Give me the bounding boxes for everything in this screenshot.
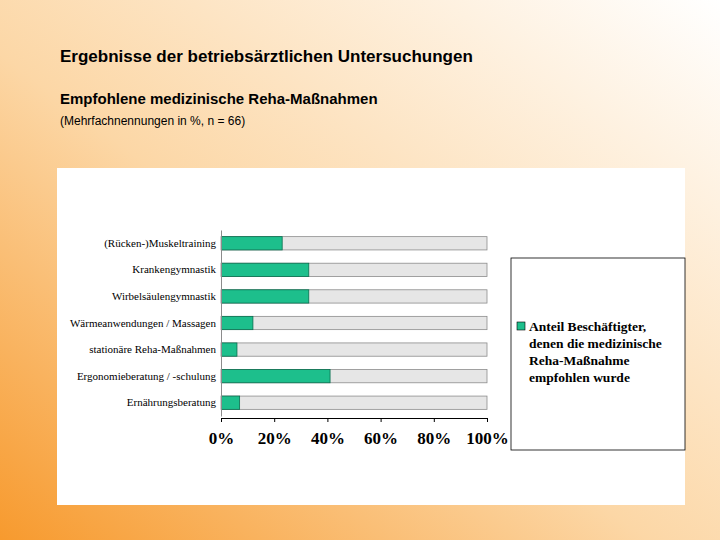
category-label: Wärmeanwendungen / Massagen [70,317,217,329]
row-track [221,316,487,329]
y-tick: (Rücken-)Muskeltraining [104,237,221,250]
title: Ergebnisse der betriebsärztlichen Unters… [60,47,473,66]
x-axis: 0% 20% 40% 60% 80% 100% [209,418,509,448]
bar [221,263,309,276]
x-tick: 20% [258,418,292,448]
x-tick-mark [381,418,382,422]
category-label: (Rücken-)Muskeltraining [104,237,216,250]
legend-box [511,258,685,450]
y-tick: Ergonomieberatung / -schulung [77,370,221,382]
row-track [221,237,487,250]
row-track [221,263,487,276]
legend-label: Anteil Beschäftigter,denen die medizinis… [529,319,662,385]
row-track [221,396,487,409]
category-label: Ergonomieberatung / -schulung [77,370,217,382]
row-track [221,290,487,303]
y-tick: Ernährungsberatung [127,396,221,408]
y-tick: Krankengymnastik [132,263,221,275]
row-track [221,343,487,356]
x-tick-mark [487,418,488,422]
bar [221,370,330,383]
x-tick-mark [327,418,328,422]
bar [221,343,237,356]
bar [221,290,309,303]
category-label: Wirbelsäulengymnastik [112,290,217,302]
bar [221,237,282,250]
y-tick: Wärmeanwendungen / Massagen [70,317,221,329]
category-label: stationäre Reha-Maßnahmen [89,343,216,355]
x-tick: 40% [311,418,345,448]
annotation: (Mehrfachnennungen in %, n = 66) [60,114,245,128]
row-track [221,370,487,383]
x-tick-label: 60% [364,429,398,448]
bars [221,237,330,410]
x-tick: 100% [466,418,509,448]
bar [221,396,240,409]
y-tick: stationäre Reha-Maßnahmen [89,343,221,355]
bar [221,316,253,329]
y-axis-line [221,231,222,417]
x-tick-mark [274,418,275,422]
x-tick-mark [221,418,222,422]
x-tick-label: 20% [258,429,292,448]
category-label: Krankengymnastik [132,263,216,275]
x-tick: 0% [209,418,235,448]
background [0,0,720,540]
x-tick: 80% [417,418,451,448]
chart-panel [57,168,685,505]
slide: Ergebnisse der betriebsärztlichen Unters… [0,0,720,540]
y-tick: Wirbelsäulengymnastik [112,290,221,302]
category-label: Ernährungsberatung [127,396,217,408]
x-tick-label: 100% [466,429,509,448]
x-axis-line [222,419,488,423]
x-tick-label: 40% [311,429,345,448]
legend-swatch [517,322,525,330]
x-tick-label: 80% [417,429,451,448]
x-tick-mark [434,418,435,422]
x-tick: 60% [364,418,398,448]
y-axis: (Rücken-)Muskeltraining Krankengymnastik W… [70,231,222,417]
subtitle: Empfohlene medizinische Reha-Maßnahmen [60,90,378,107]
row-tracks [221,237,487,410]
legend: Anteil Beschäftigter,denen die medizinis… [511,258,685,450]
x-tick-label: 0% [209,429,235,448]
